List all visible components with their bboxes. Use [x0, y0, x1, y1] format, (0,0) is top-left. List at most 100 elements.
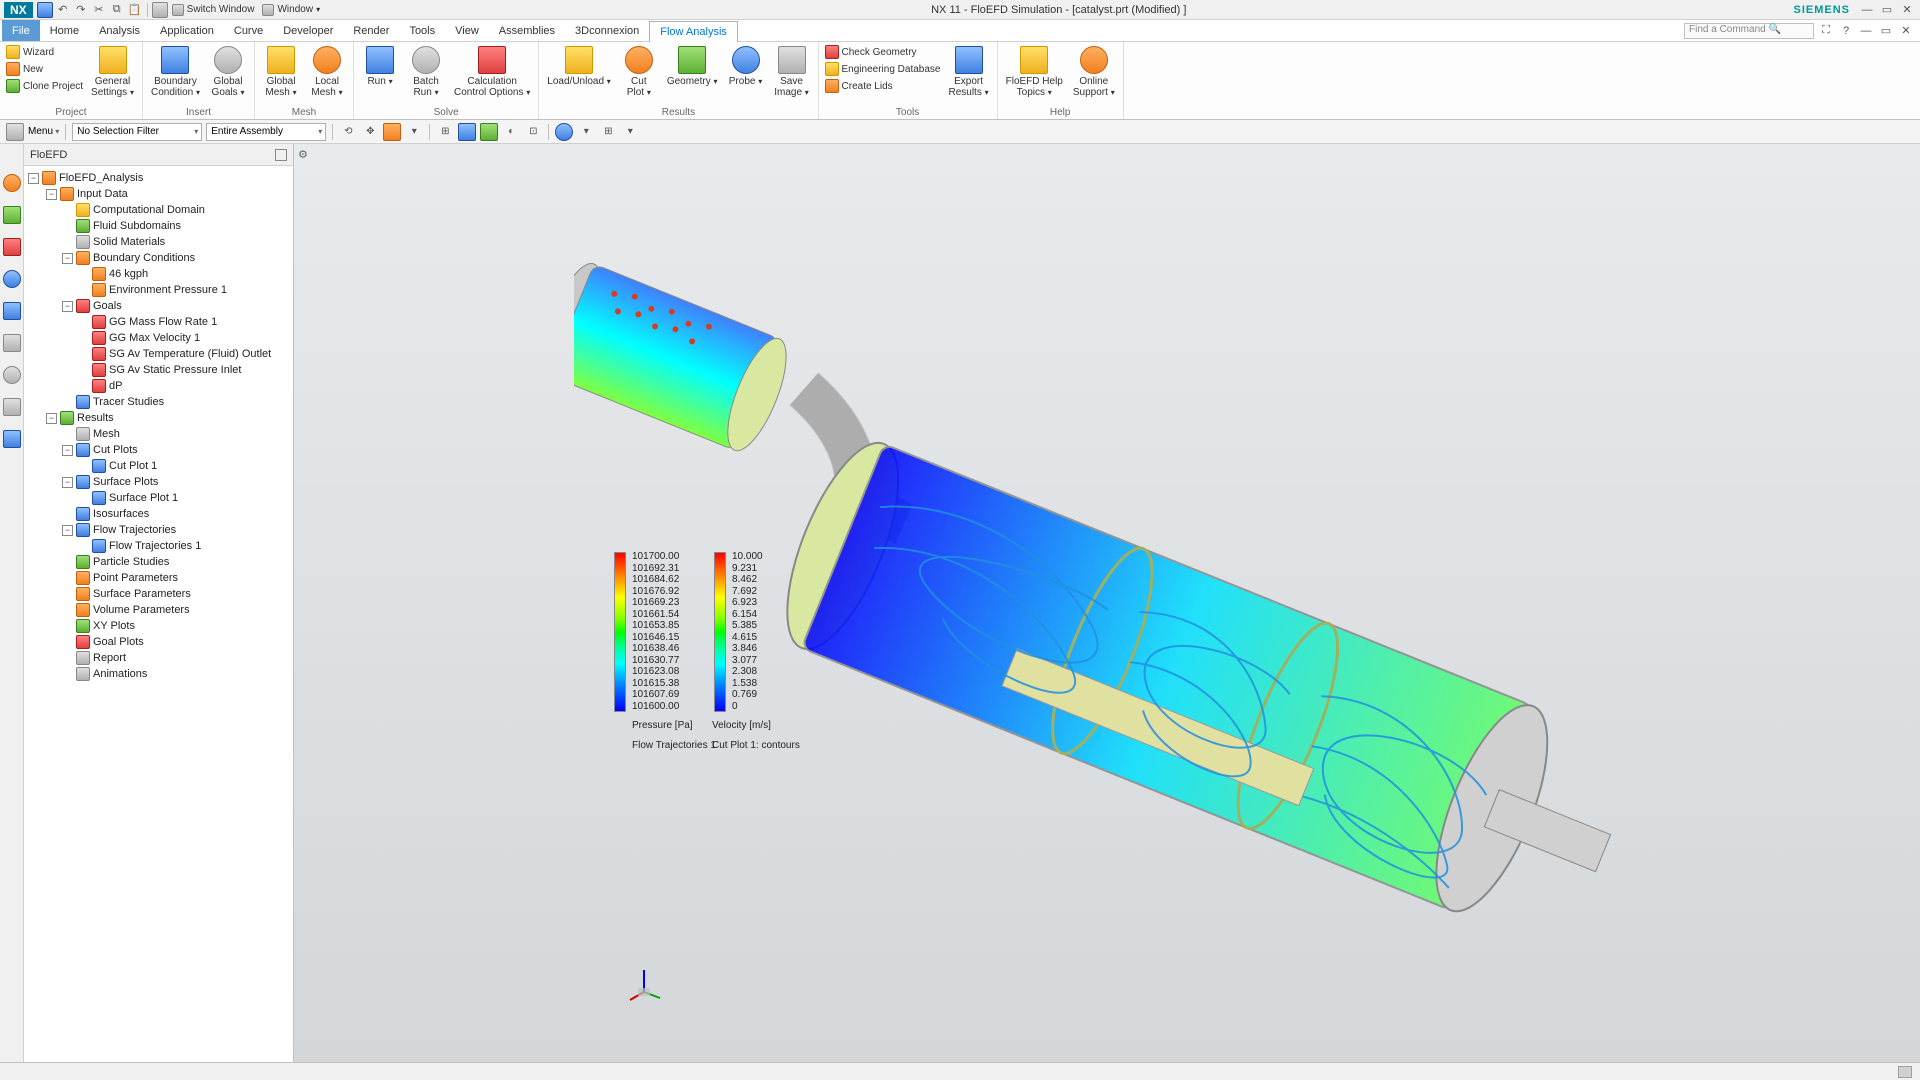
tab-home[interactable]: Home — [40, 20, 89, 41]
left-tool-5[interactable] — [3, 334, 21, 352]
online-support-button[interactable]: OnlineSupport ▾ — [1069, 44, 1119, 100]
tree-item-dp[interactable]: dP — [26, 378, 291, 394]
collapse-icon[interactable]: − — [62, 253, 73, 264]
viewport-settings-icon[interactable]: ⚙ — [298, 148, 312, 162]
tab-3dconnexion[interactable]: 3Dconnexion — [565, 20, 649, 41]
option-icon[interactable]: ◐ — [502, 123, 520, 141]
tree-item-sg-av-static-pressure-inlet[interactable]: SG Av Static Pressure Inlet — [26, 362, 291, 378]
tree-item-report[interactable]: Report — [26, 650, 291, 666]
close-icon[interactable]: ✕ — [1898, 2, 1916, 18]
tree-item-volume-parameters[interactable]: Volume Parameters — [26, 602, 291, 618]
copy-icon[interactable]: ⧉ — [109, 2, 125, 18]
option-icon[interactable]: ▾ — [577, 123, 595, 141]
tree-item-results[interactable]: −Results — [26, 410, 291, 426]
menu-label[interactable]: Menu — [28, 126, 59, 137]
probe-button[interactable]: Probe ▾ — [724, 44, 768, 89]
create-lids-button[interactable]: Create Lids — [823, 78, 943, 94]
tree-item-surface-parameters[interactable]: Surface Parameters — [26, 586, 291, 602]
status-indicator[interactable] — [1898, 1066, 1912, 1078]
collapse-icon[interactable]: − — [62, 301, 73, 312]
tree-root[interactable]: − FloEFD_Analysis — [26, 170, 291, 186]
floefd-help-topics-button[interactable]: FloEFD HelpTopics ▾ — [1002, 44, 1067, 100]
local-mesh-button[interactable]: LocalMesh ▾ — [305, 44, 349, 100]
touch-icon[interactable] — [152, 2, 168, 18]
tab-developer[interactable]: Developer — [273, 20, 343, 41]
redo-icon[interactable]: ↷ — [73, 2, 89, 18]
tree-item-point-parameters[interactable]: Point Parameters — [26, 570, 291, 586]
paste-icon[interactable]: 📋 — [127, 2, 143, 18]
tree-item-sg-av-temperature-fluid-outlet[interactable]: SG Av Temperature (Fluid) Outlet — [26, 346, 291, 362]
tree-item-particle-studies[interactable]: Particle Studies — [26, 554, 291, 570]
tree-body[interactable]: − FloEFD_Analysis −Input DataComputation… — [24, 166, 293, 1062]
tree-item-isosurfaces[interactable]: Isosurfaces — [26, 506, 291, 522]
option-icon[interactable] — [555, 123, 573, 141]
global-mesh-button[interactable]: GlobalMesh ▾ — [259, 44, 303, 100]
tree-item-flow-trajectories[interactable]: −Flow Trajectories — [26, 522, 291, 538]
tab-tools[interactable]: Tools — [399, 20, 445, 41]
tab-analysis[interactable]: Analysis — [89, 20, 150, 41]
cut-plot-button[interactable]: CutPlot ▾ — [617, 44, 661, 100]
left-tool-0[interactable] — [3, 174, 21, 192]
panel-menu-icon[interactable] — [275, 149, 287, 161]
wizard-button[interactable]: Wizard — [4, 44, 85, 60]
tree-item-gg-max-velocity-1[interactable]: GG Max Velocity 1 — [26, 330, 291, 346]
left-tool-4[interactable] — [3, 302, 21, 320]
tab-render[interactable]: Render — [343, 20, 399, 41]
restore-icon[interactable]: ▭ — [1878, 2, 1896, 18]
option-icon[interactable]: ✥ — [361, 123, 379, 141]
geometry-button[interactable]: Geometry ▾ — [663, 44, 722, 89]
window-menu[interactable]: Window ▾ — [258, 4, 324, 16]
collapse-icon[interactable]: − — [62, 525, 73, 536]
tree-item-animations[interactable]: Animations — [26, 666, 291, 682]
assembly-filter-select[interactable]: Entire Assembly — [206, 123, 326, 141]
left-tool-8[interactable] — [3, 430, 21, 448]
minimize-icon[interactable]: — — [1858, 2, 1876, 18]
tree-item-goal-plots[interactable]: Goal Plots — [26, 634, 291, 650]
left-tool-7[interactable] — [3, 398, 21, 416]
general-settings-button[interactable]: GeneralSettings ▾ — [87, 44, 138, 100]
restore-doc-icon[interactable]: ▭ — [1878, 23, 1894, 39]
option-icon[interactable]: ▾ — [621, 123, 639, 141]
option-icon[interactable]: ⟲ — [339, 123, 357, 141]
tree-item-flow-trajectories-1[interactable]: Flow Trajectories 1 — [26, 538, 291, 554]
left-tool-6[interactable] — [3, 366, 21, 384]
engineering-database-button[interactable]: Engineering Database — [823, 61, 943, 77]
collapse-icon[interactable]: − — [46, 189, 57, 200]
option-icon[interactable]: ⊞ — [599, 123, 617, 141]
fullscreen-icon[interactable]: ⛶ — [1818, 23, 1834, 39]
selection-filter-select[interactable]: No Selection Filter — [72, 123, 202, 141]
tree-item-xy-plots[interactable]: XY Plots — [26, 618, 291, 634]
tree-item-fluid-subdomains[interactable]: Fluid Subdomains — [26, 218, 291, 234]
view-triad[interactable] — [624, 962, 664, 1002]
global-goals-button[interactable]: GlobalGoals ▾ — [206, 44, 250, 100]
left-tool-3[interactable] — [3, 270, 21, 288]
option-icon[interactable]: ▾ — [405, 123, 423, 141]
left-tool-2[interactable] — [3, 238, 21, 256]
tree-item-surface-plot-1[interactable]: Surface Plot 1 — [26, 490, 291, 506]
run-button[interactable]: Run ▾ — [358, 44, 402, 89]
collapse-icon[interactable]: − — [62, 445, 73, 456]
minimize-doc-icon[interactable]: — — [1858, 23, 1874, 39]
export-results-button[interactable]: ExportResults ▾ — [944, 44, 992, 100]
batch-run-button[interactable]: BatchRun ▾ — [404, 44, 448, 100]
tree-item-cut-plots[interactable]: −Cut Plots — [26, 442, 291, 458]
new-button[interactable]: New — [4, 61, 85, 77]
menu-icon[interactable] — [6, 123, 24, 141]
undo-icon[interactable]: ↶ — [55, 2, 71, 18]
calculation-control-options-button[interactable]: CalculationControl Options ▾ — [450, 44, 534, 100]
tree-item-solid-materials[interactable]: Solid Materials — [26, 234, 291, 250]
tab-file[interactable]: File — [2, 20, 40, 41]
tree-item-mesh[interactable]: Mesh — [26, 426, 291, 442]
load/unload-button[interactable]: Load/Unload ▾ — [543, 44, 615, 89]
tab-view[interactable]: View — [445, 20, 489, 41]
close-doc-icon[interactable]: ✕ — [1898, 23, 1914, 39]
tree-item-cut-plot-1[interactable]: Cut Plot 1 — [26, 458, 291, 474]
tab-application[interactable]: Application — [150, 20, 224, 41]
option-icon[interactable]: ⊞ — [436, 123, 454, 141]
tree-item-input-data[interactable]: −Input Data — [26, 186, 291, 202]
collapse-icon[interactable]: − — [62, 477, 73, 488]
tree-item-goals[interactable]: −Goals — [26, 298, 291, 314]
tab-curve[interactable]: Curve — [224, 20, 273, 41]
clone-project-button[interactable]: Clone Project — [4, 78, 85, 94]
collapse-icon[interactable]: − — [28, 173, 39, 184]
